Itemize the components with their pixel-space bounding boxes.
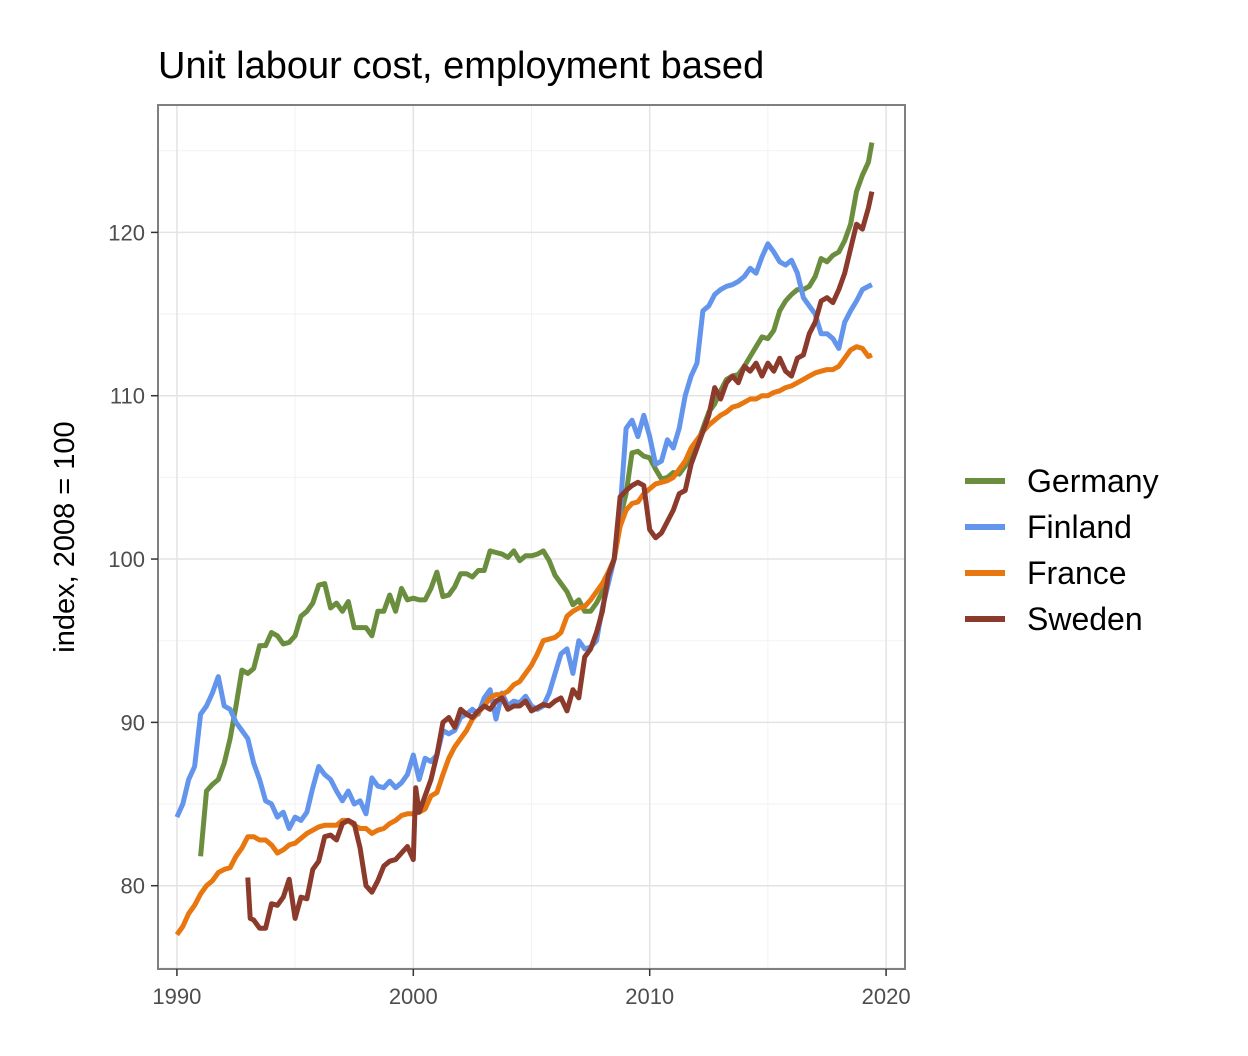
legend-label-france: France [1027,555,1127,591]
legend-label-germany: Germany [1027,463,1159,499]
series-line-germany [198,142,875,857]
chart-title: Unit labour cost, employment based [158,45,764,87]
y-axis-label: index, 2008 = 100 [49,421,81,652]
plot-panel-border [157,104,906,970]
x-tick-label: 2010 [625,984,674,1009]
x-tick-label: 2000 [389,984,438,1009]
y-tick-label: 100 [108,547,145,572]
legend: Germany Finland France Sweden [965,463,1159,637]
x-tick-label: 1990 [152,984,201,1009]
series-lines [174,142,875,937]
series-line-france [174,344,873,937]
axes: 1990 2000 2010 2020 80 90 100 110 120 [108,220,910,1009]
series-line-sweden [245,191,875,931]
y-tick-label: 110 [110,384,145,409]
x-tick-label: 2020 [862,984,911,1009]
y-tick-label: 80 [121,874,145,899]
series-line-finland [174,241,873,831]
y-tick-label: 90 [121,710,145,735]
grid [158,105,905,969]
legend-label-finland: Finland [1027,509,1132,545]
y-tick-label: 120 [108,220,145,245]
legend-label-sweden: Sweden [1027,601,1143,637]
